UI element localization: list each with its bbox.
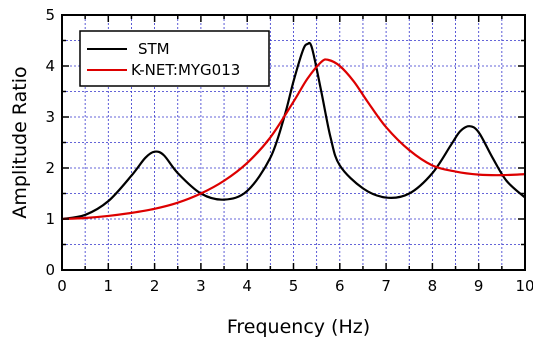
x-tick-label: 3 [196, 277, 206, 295]
x-axis-label: Frequency (Hz) [227, 316, 370, 338]
legend: STM K-NET:MYG013 [79, 30, 270, 87]
y-axis-label: Amplitude Ratio [9, 66, 31, 218]
y-tick-label: 1 [45, 210, 55, 228]
legend-label-knet: K-NET:MYG013 [131, 61, 240, 79]
x-tick-label: 5 [289, 277, 299, 295]
x-tick-label: 9 [474, 277, 484, 295]
legend-label-stm: STM [138, 40, 170, 58]
x-tick-label: 6 [335, 277, 345, 295]
x-tick-label: 1 [104, 277, 114, 295]
x-tick-label: 8 [428, 277, 438, 295]
legend-box [79, 30, 270, 87]
x-tick-label: 0 [57, 277, 67, 295]
series-line-stm [61, 41, 526, 221]
x-tick-label: 10 [515, 277, 533, 295]
y-tick-label: 0 [45, 261, 55, 279]
x-tick-label: 4 [242, 277, 252, 295]
axis-ticks [61, 14, 526, 271]
y-tick-label: 4 [45, 57, 55, 75]
y-tick-label: 5 [45, 6, 55, 24]
y-tick-label: 2 [45, 159, 55, 177]
series-lines [61, 41, 526, 221]
y-tick-label: 3 [45, 108, 55, 126]
series-line-knet [61, 58, 526, 221]
x-tick-label: 7 [381, 277, 391, 295]
x-tick-label: 2 [150, 277, 160, 295]
x-tick-labels: 0 1 2 3 4 5 6 7 8 9 10 [57, 277, 533, 295]
y-tick-labels: 0 1 2 3 4 5 [45, 6, 55, 279]
